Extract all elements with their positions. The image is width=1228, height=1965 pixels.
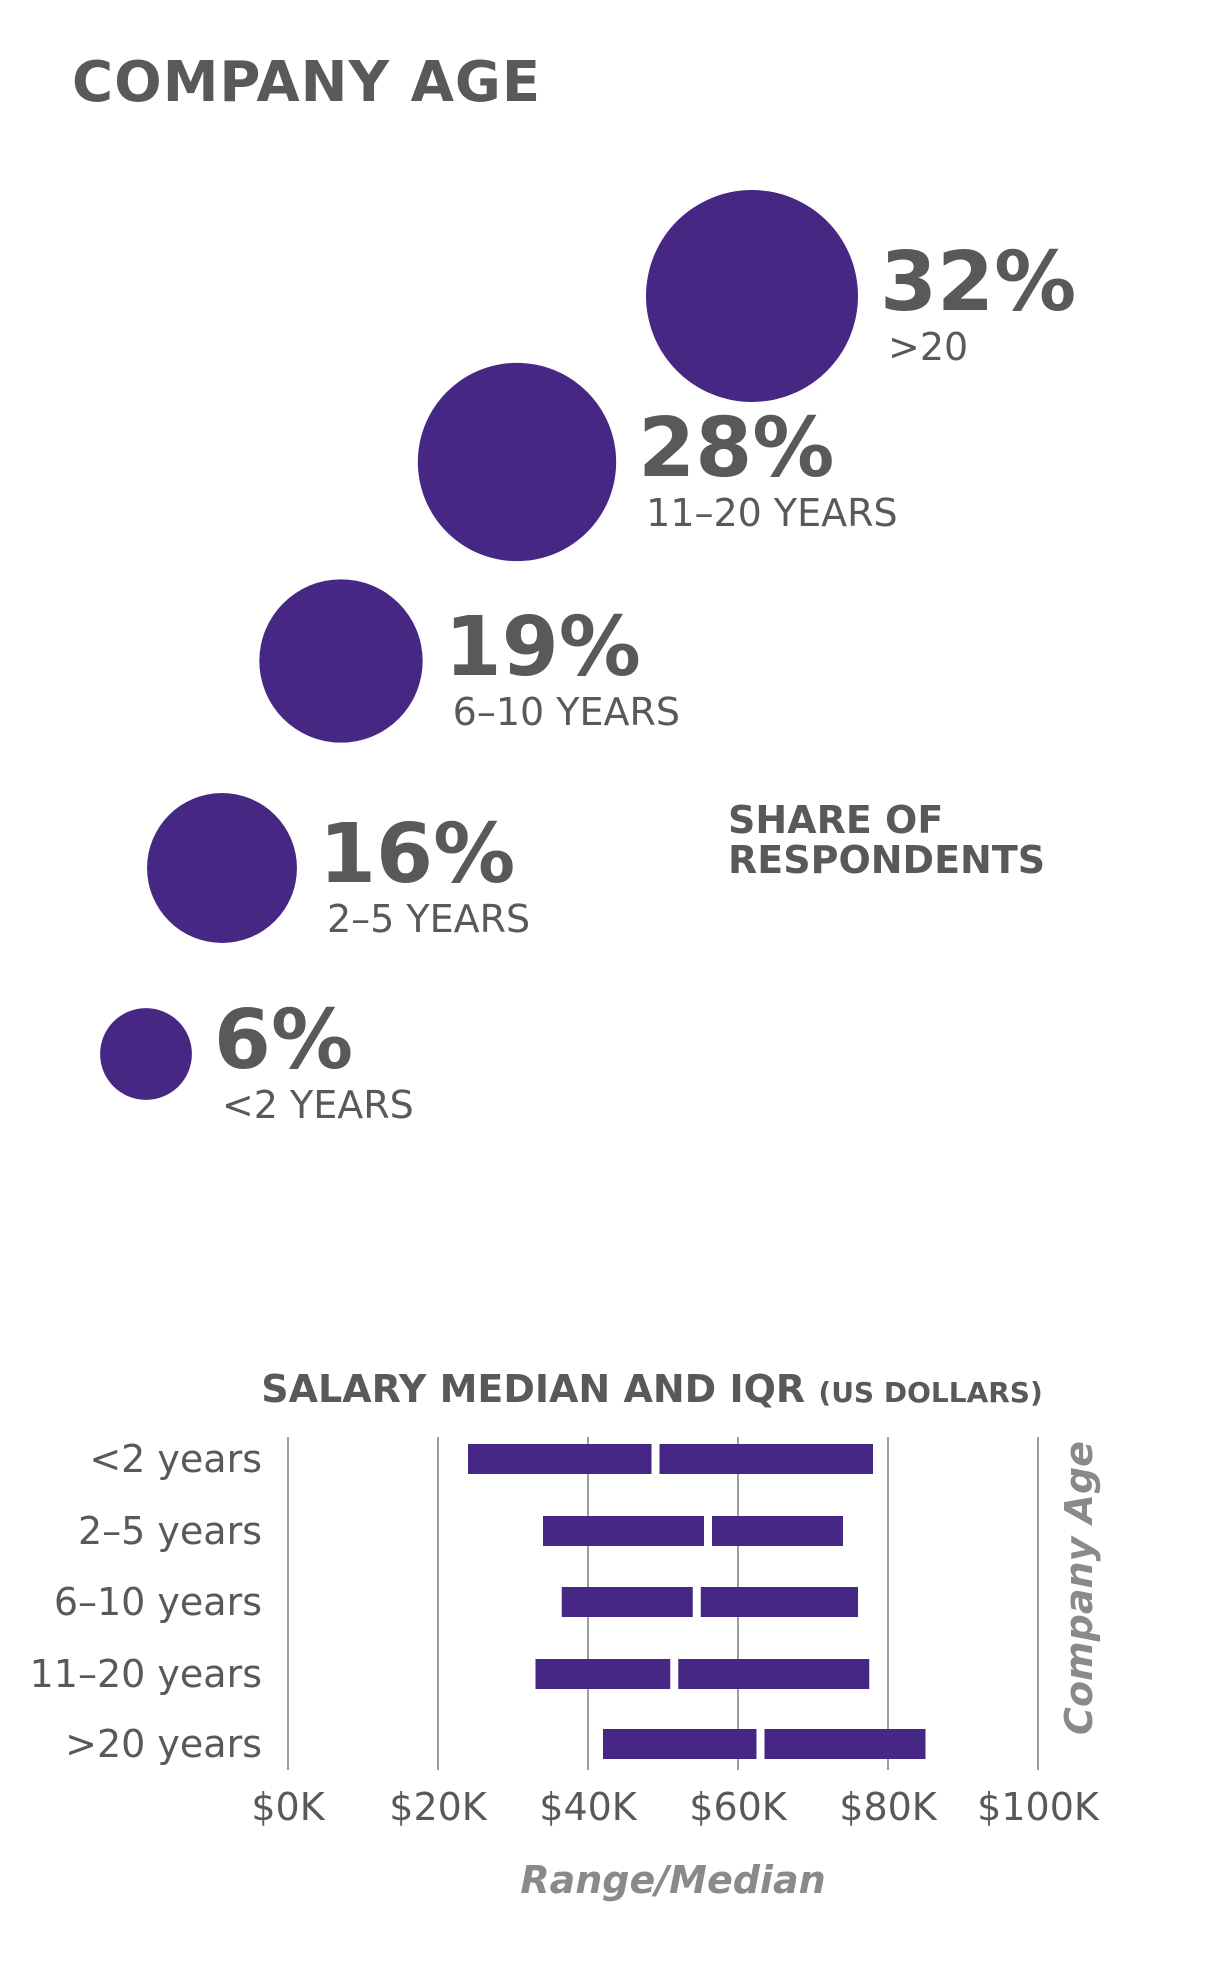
x-axis-label: Range/Median — [520, 1858, 825, 1902]
bubble-category-label: 6–10 YEARS — [453, 690, 680, 734]
category-label: 6–10 years — [54, 1580, 262, 1624]
bubble-value-label: 32% — [880, 235, 1076, 330]
bubble — [100, 1008, 192, 1100]
bubble — [646, 190, 858, 402]
category-label: <2 years — [89, 1437, 262, 1481]
iqr-bar-lower — [561, 1587, 693, 1617]
x-tick-label: $100K — [977, 1785, 1100, 1829]
iqr-bar-lower — [543, 1516, 704, 1546]
iqr-bar-lower — [535, 1659, 671, 1689]
bubble-category-label: 2–5 YEARS — [327, 897, 530, 941]
bubble-value-label: 6% — [214, 993, 353, 1088]
x-tick-label: $40K — [539, 1785, 638, 1829]
x-tick-label: $60K — [689, 1785, 788, 1829]
share-label-line-1: SHARE OF — [728, 798, 944, 842]
iqr-bar-upper — [678, 1659, 870, 1689]
y-axis-label: Company Age — [1057, 1441, 1101, 1735]
bubble — [417, 362, 617, 562]
bubble-category-label: <2 YEARS — [222, 1083, 414, 1127]
x-tick-label: $0K — [251, 1785, 325, 1829]
bubble — [259, 579, 423, 743]
share-of-respondents-label: SHARE OF RESPONDENTS — [728, 800, 1045, 880]
category-label: 11–20 years — [30, 1652, 262, 1696]
bubble-value-label: 16% — [319, 807, 515, 902]
bubble-value-label: 28% — [638, 401, 834, 496]
category-label: >20 years — [65, 1722, 262, 1766]
iqr-bar-lower — [603, 1729, 757, 1759]
page-title: COMPANY AGE — [72, 50, 542, 115]
iqr-bar-upper — [659, 1444, 873, 1474]
iqr-bar-lower — [468, 1444, 652, 1474]
bubble-value-label: 19% — [445, 600, 641, 695]
iqr-bar-upper — [700, 1587, 858, 1617]
category-label: 2–5 years — [78, 1509, 262, 1553]
iqr-bar-upper — [764, 1729, 926, 1759]
share-label-line-2: RESPONDENTS — [728, 838, 1046, 882]
bubble-category-label: 11–20 YEARS — [646, 491, 898, 535]
bubble-chart: 32%>20 28%11–20 YEARS 19%6–10 YEARS 16%2–5 … — [100, 190, 1076, 1127]
x-tick-label: $20K — [389, 1785, 488, 1829]
salary-chart-title: SALARY MEDIAN AND IQR (US DOLLARS) — [261, 1367, 1043, 1411]
bubble — [147, 793, 297, 943]
x-tick-label: $80K — [839, 1785, 938, 1829]
bubble-category-label: >20 — [888, 325, 968, 369]
iqr-bar-upper — [712, 1516, 843, 1546]
salary-chart-subtitle: (US DOLLARS) — [818, 1376, 1042, 1409]
